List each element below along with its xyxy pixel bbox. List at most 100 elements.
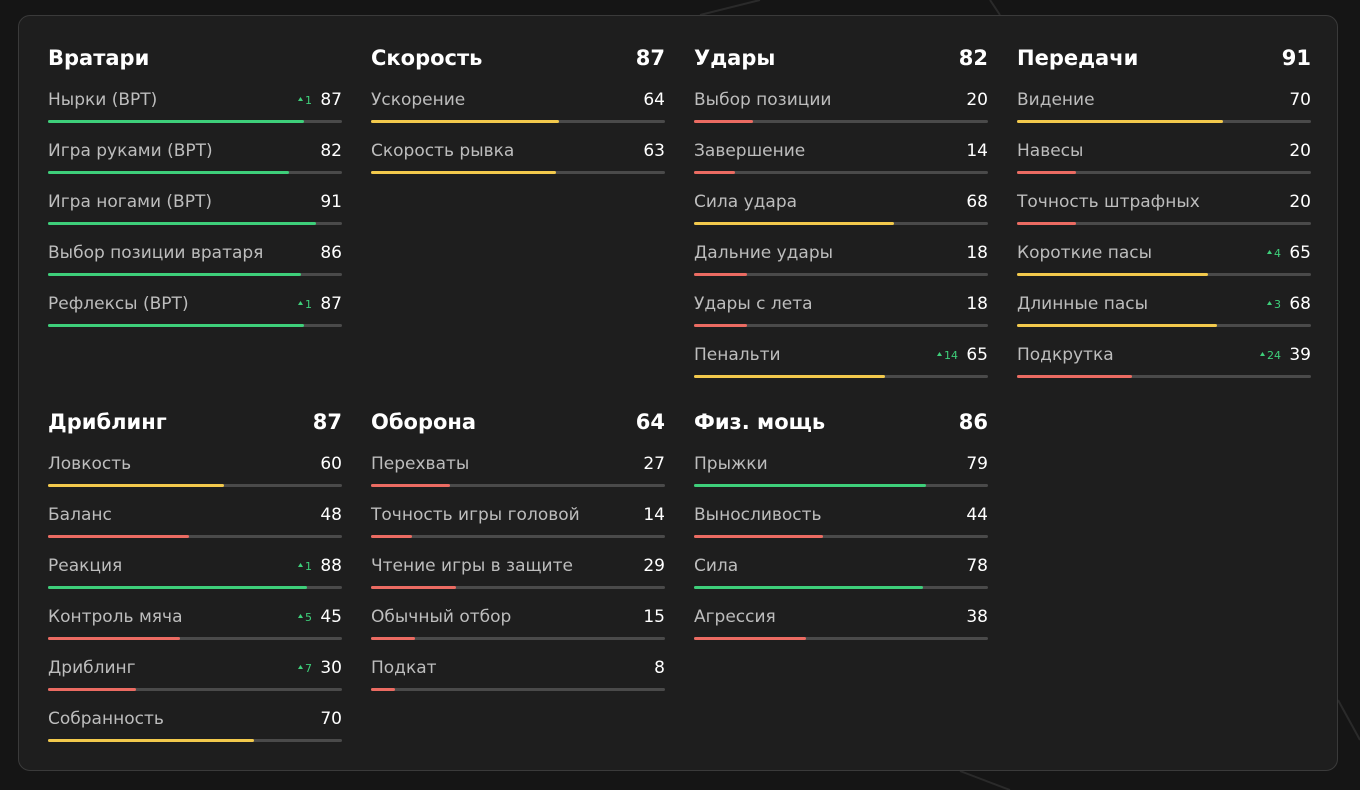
stat-value: 18 xyxy=(966,294,988,314)
stat-track xyxy=(694,637,988,640)
stat-row: Длинные пасы 3 68 xyxy=(1017,290,1311,318)
stat-name: Завершение xyxy=(694,141,806,161)
stat-name: Выносливость xyxy=(694,505,822,525)
stat-row: Подкат 8 xyxy=(371,654,665,682)
stat-bar xyxy=(1017,120,1223,123)
stat-name: Длинные пасы xyxy=(1017,294,1149,314)
stat: Игра руками (ВРТ) 82 xyxy=(48,137,342,188)
stat-name: Видение xyxy=(1017,90,1095,110)
stat-value: 39 xyxy=(1289,345,1311,365)
stat: Видение 70 xyxy=(1017,86,1311,137)
stat-bar xyxy=(48,273,301,276)
stat-row: Ускорение 64 xyxy=(371,86,665,114)
stat-name: Реакция xyxy=(48,556,123,576)
group-header: Передачи 91 xyxy=(1017,43,1311,73)
stat-track xyxy=(694,324,988,327)
stat: Агрессия 38 xyxy=(694,603,988,654)
stat-value: 18 xyxy=(966,243,988,263)
stat: Игра ногами (ВРТ) 91 xyxy=(48,188,342,239)
stat-name: Навесы xyxy=(1017,141,1084,161)
stat-track xyxy=(48,586,342,589)
stat-name: Обычный отбор xyxy=(371,607,512,627)
stat-row: Ловкость 60 xyxy=(48,450,342,478)
delta-value: 7 xyxy=(305,661,312,675)
stat-value: 88 xyxy=(320,556,342,576)
stat-bar xyxy=(48,120,304,123)
delta-value: 5 xyxy=(305,610,312,624)
stat-row: Перехваты 27 xyxy=(371,450,665,478)
stat-list: Перехваты 27 Точность игры головой 14 Чтение… xyxy=(371,450,665,705)
stat-group: Вратари Нырки (ВРТ) 1 87 Игра руками (ВРТ) 82… xyxy=(48,43,342,341)
stat-bar xyxy=(48,637,181,640)
stat-name: Перехваты xyxy=(371,454,470,474)
stat: Навесы 20 xyxy=(1017,137,1311,188)
group-header: Физ. мощь 86 xyxy=(694,407,988,437)
delta-arrow xyxy=(298,301,303,305)
stat-row: Пенальти 14 65 xyxy=(694,341,988,369)
stat-value: 79 xyxy=(966,454,988,474)
stat-list: Ускорение 64 Скорость рывка 63 xyxy=(371,86,665,188)
stat-name: Подкат xyxy=(371,658,437,678)
stat-delta: 14 xyxy=(937,349,958,362)
stat-value: 20 xyxy=(966,90,988,110)
stat-track xyxy=(371,688,665,691)
delta-arrow xyxy=(1267,250,1272,254)
stat-value: 64 xyxy=(643,90,665,110)
group-header: Удары 82 xyxy=(694,43,988,73)
delta-arrow xyxy=(298,563,303,567)
stat-name: Скорость рывка xyxy=(371,141,515,161)
stat-track xyxy=(371,171,665,174)
stat: Подкат 8 xyxy=(371,654,665,705)
stat-row: Выбор позиции вратаря 86 xyxy=(48,239,342,267)
stat-name: Контроль мяча xyxy=(48,607,183,627)
stat-list: Прыжки 79 Выносливость 44 Сила 78 Агрессия 38 xyxy=(694,450,988,654)
delta-arrow xyxy=(298,665,303,669)
stat-value: 65 xyxy=(1289,243,1311,263)
stat-name: Удары с лета xyxy=(694,294,813,314)
stat-track xyxy=(694,222,988,225)
stat-row: Точность штрафных 20 xyxy=(1017,188,1311,216)
stat-bar xyxy=(694,222,894,225)
stat: Ловкость 60 xyxy=(48,450,342,501)
stat-bar xyxy=(48,739,254,742)
stat-bar xyxy=(48,484,225,487)
stat-name: Баланс xyxy=(48,505,112,525)
delta-value: 1 xyxy=(305,297,312,311)
group-total: 86 xyxy=(958,410,988,434)
stat-row: Сила 78 xyxy=(694,552,988,580)
stat: Чтение игры в защите 29 xyxy=(371,552,665,603)
stat-bar xyxy=(371,484,451,487)
stat-row: Агрессия 38 xyxy=(694,603,988,631)
stat-name: Выбор позиции xyxy=(694,90,832,110)
stat-bar xyxy=(1017,222,1076,225)
stat-value: 44 xyxy=(966,505,988,525)
delta-arrow xyxy=(1260,352,1265,356)
stat-row: Скорость рывка 63 xyxy=(371,137,665,165)
stat: Ускорение 64 xyxy=(371,86,665,137)
stat-list: Выбор позиции 20 Завершение 14 Сила удара 68 Д… xyxy=(694,86,988,392)
stat: Реакция 1 88 xyxy=(48,552,342,603)
stat-bar xyxy=(371,586,457,589)
stat-delta: 5 xyxy=(298,611,312,624)
stat: Пенальти 14 65 xyxy=(694,341,988,392)
stat-name: Короткие пасы xyxy=(1017,243,1153,263)
stat-track xyxy=(48,739,342,742)
group-title: Дриблинг xyxy=(48,410,167,434)
stat-value: 70 xyxy=(320,709,342,729)
stat-track xyxy=(371,484,665,487)
group-title: Передачи xyxy=(1017,46,1139,70)
stat-name: Пенальти xyxy=(694,345,781,365)
stat-track xyxy=(48,120,342,123)
stat-bar xyxy=(371,120,560,123)
stat-value: 20 xyxy=(1289,141,1311,161)
stat-bar xyxy=(694,324,747,327)
stat-track xyxy=(48,222,342,225)
stat-track xyxy=(1017,324,1311,327)
delta-value: 14 xyxy=(944,348,958,362)
stat-value: 14 xyxy=(966,141,988,161)
stat-value: 87 xyxy=(320,294,342,314)
stat-name: Ловкость xyxy=(48,454,132,474)
stat-bar xyxy=(694,637,806,640)
